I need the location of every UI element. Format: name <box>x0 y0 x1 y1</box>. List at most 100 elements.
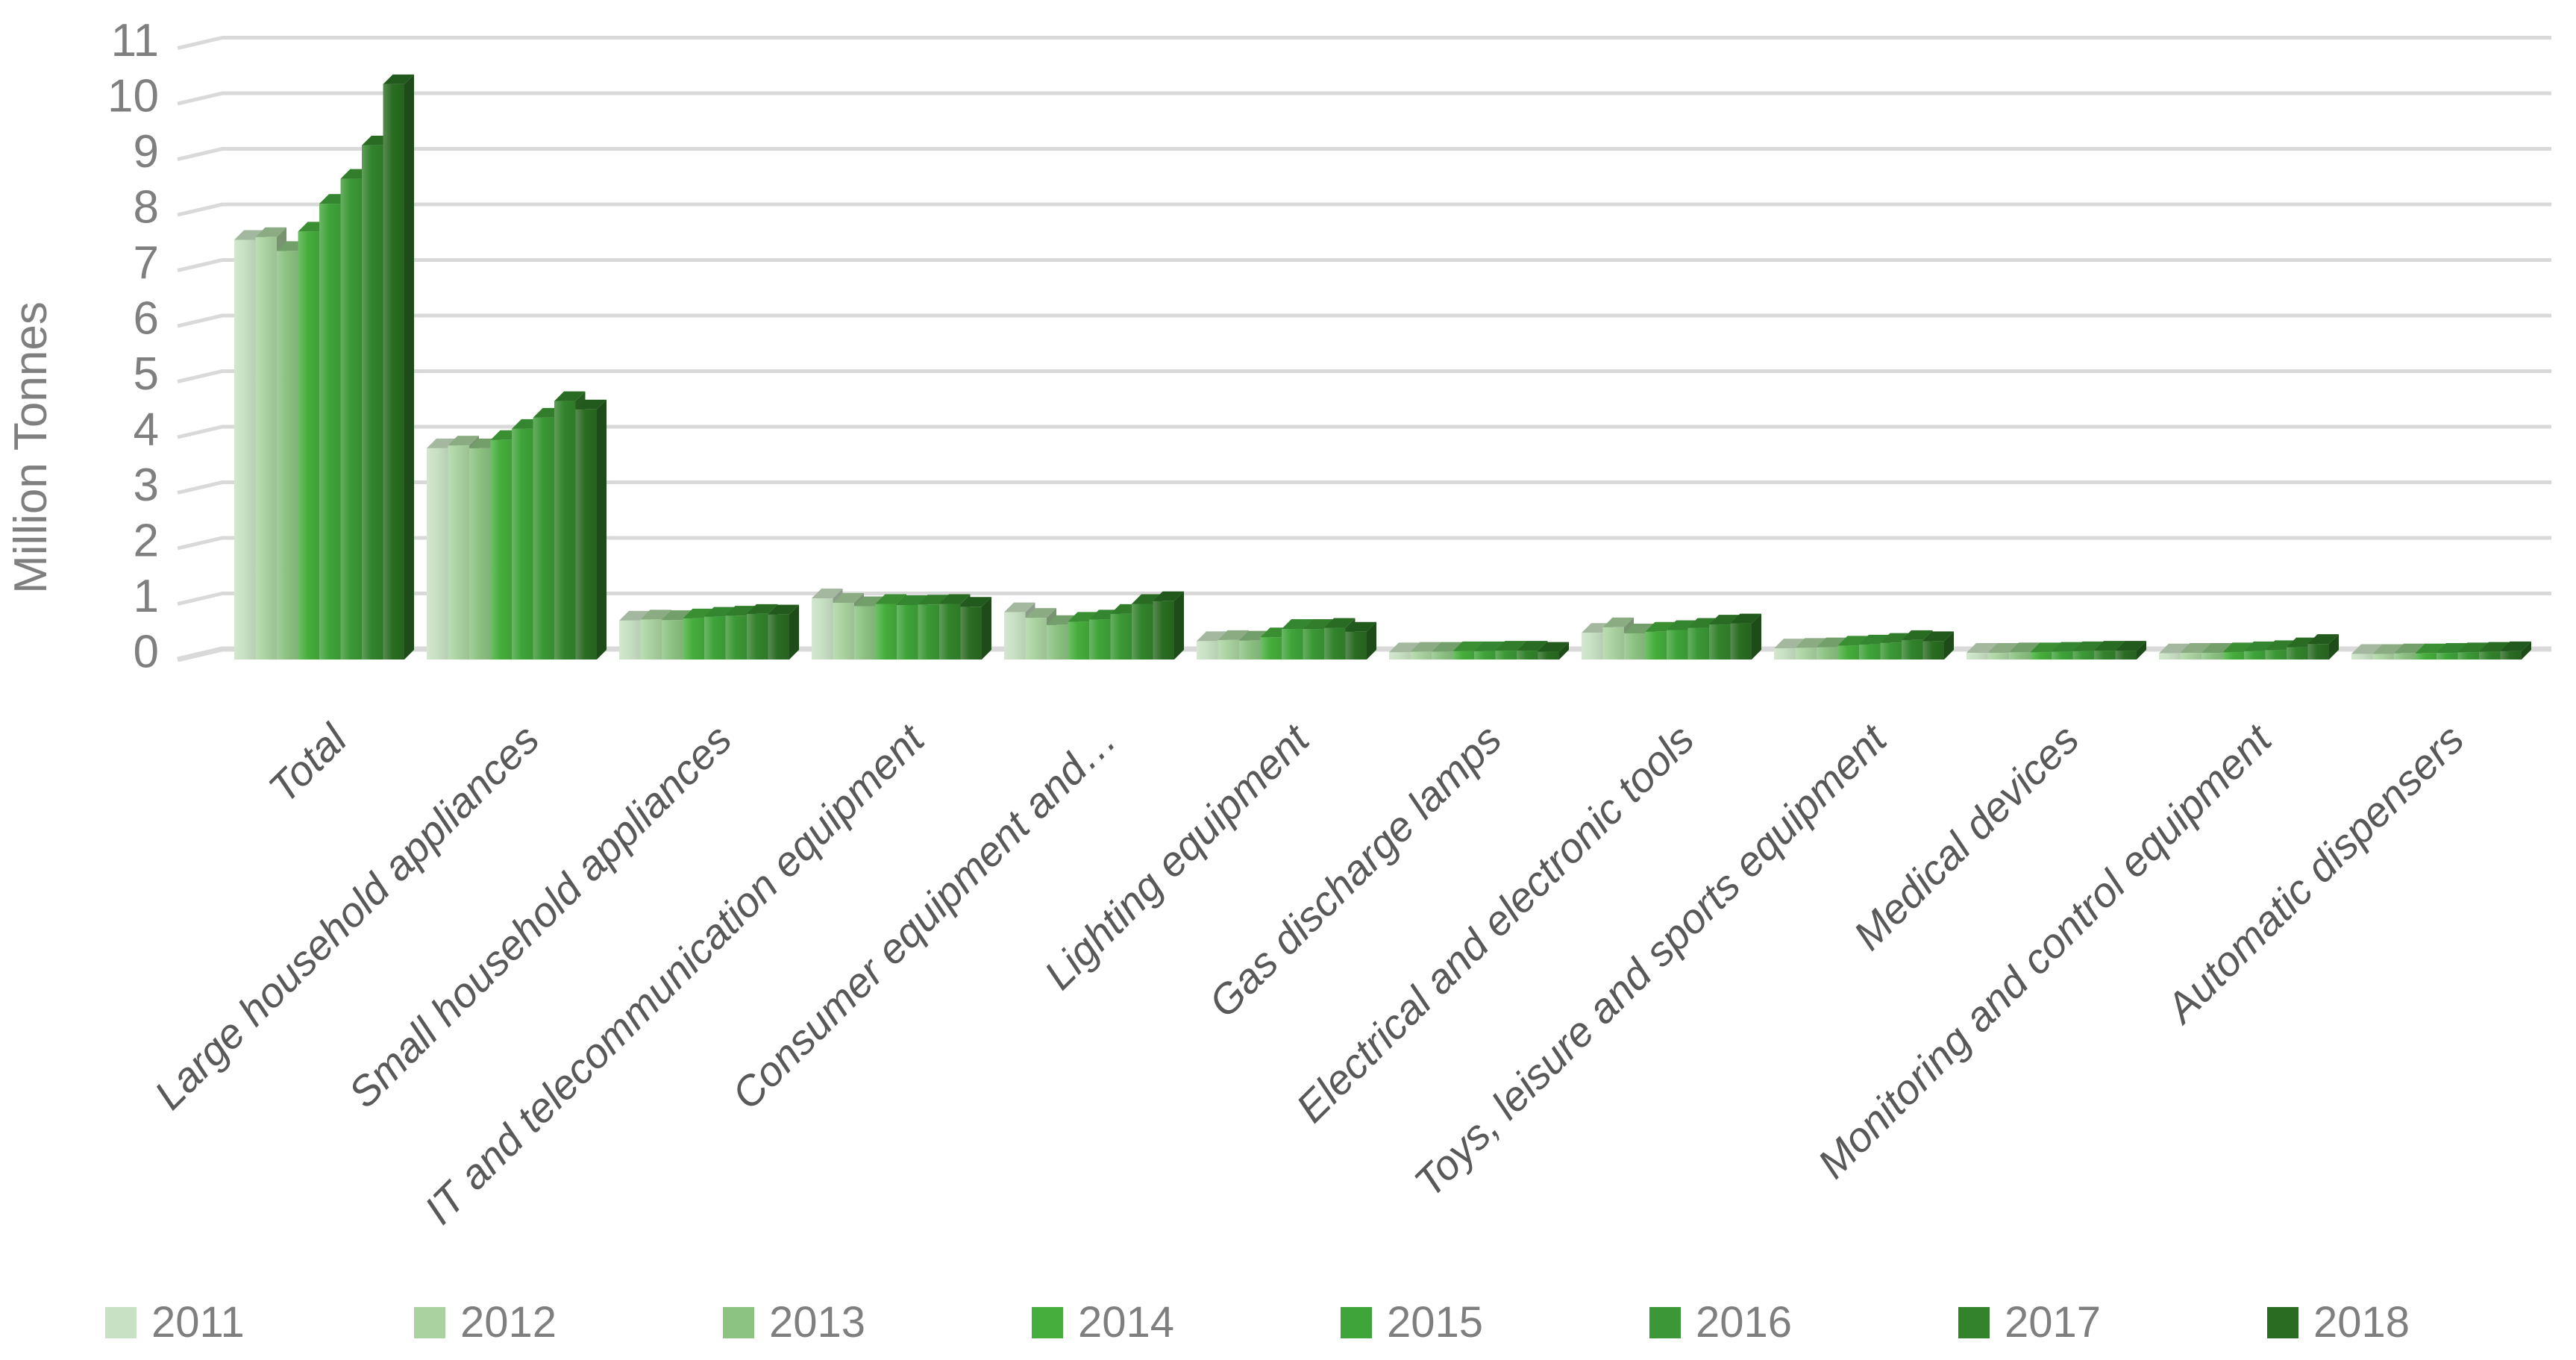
bar-top-face <box>1410 642 1441 652</box>
legend-swatch <box>105 1307 137 1338</box>
bar-top-face <box>640 610 671 620</box>
gridline <box>177 313 2551 328</box>
legend-swatch <box>723 1307 754 1338</box>
bar <box>383 84 404 660</box>
bar <box>1218 639 1239 659</box>
bar <box>1047 624 1068 659</box>
bar <box>2052 651 2073 659</box>
legend-item: 2017 <box>1958 1298 2101 1347</box>
bar-group <box>1774 630 1954 659</box>
bar <box>2030 652 2052 659</box>
legend-swatch <box>1958 1307 1990 1338</box>
bar-side-face <box>982 597 991 659</box>
bar <box>1110 613 1132 659</box>
bar <box>234 239 256 659</box>
bar <box>725 615 747 659</box>
bar <box>490 439 512 659</box>
y-tick-label: 1 <box>134 571 159 622</box>
bar-top-face <box>1538 642 1569 652</box>
gridline <box>177 369 2551 383</box>
gridline <box>177 91 2551 106</box>
bar-side-face <box>2137 641 2146 659</box>
legend-label: 2017 <box>2005 1298 2101 1347</box>
y-tick-label: 9 <box>134 126 159 178</box>
bar <box>2072 651 2094 659</box>
bar-top-face <box>1967 643 1998 654</box>
bar <box>1667 630 1688 659</box>
bar-top-face <box>2009 642 2040 653</box>
x-category-label: Electrical and electronic tools <box>1287 715 1702 1131</box>
bar <box>1197 641 1218 659</box>
bar-top-face <box>1517 641 1548 651</box>
bar <box>875 604 897 659</box>
legend-label: 2016 <box>1696 1298 1792 1347</box>
bar-side-face <box>404 74 414 660</box>
bar-group <box>1389 641 1569 659</box>
bar-side-face <box>597 399 607 659</box>
bar-top-face <box>2394 643 2425 654</box>
bar-top-face <box>1153 591 1184 601</box>
bar <box>2479 651 2501 659</box>
bar <box>1132 604 1153 659</box>
bar <box>662 620 683 659</box>
y-tick-label: 4 <box>134 404 159 455</box>
bar-groups <box>234 74 2531 660</box>
y-tick-label: 2 <box>134 515 159 566</box>
legend-label: 2012 <box>460 1298 557 1347</box>
bar <box>2351 654 2373 659</box>
bar <box>960 607 982 659</box>
bar-top-face <box>747 604 778 614</box>
x-category-label: Large household appliances <box>145 715 548 1118</box>
bar-top-face <box>875 594 906 604</box>
bar-group <box>1004 591 1184 659</box>
bar-side-face <box>789 604 799 659</box>
bar <box>1004 612 1026 659</box>
bar-side-face <box>2329 634 2339 659</box>
legend-swatch <box>2267 1307 2298 1338</box>
bar <box>469 448 491 659</box>
gridline <box>177 424 2551 439</box>
legend: 2011 2012 2013 2014 2015 2016 2017 2018 <box>105 1298 2410 1347</box>
bar <box>448 445 469 659</box>
bar-group <box>427 391 607 659</box>
bar <box>2180 653 2201 659</box>
bar <box>619 620 641 659</box>
bar <box>1025 618 1047 659</box>
bar <box>2394 653 2416 659</box>
legend-item: 2014 <box>1032 1298 1174 1347</box>
bar <box>1602 627 1624 659</box>
bar-top-face <box>1902 630 1933 640</box>
bar <box>298 231 319 660</box>
bar <box>575 409 597 659</box>
bar-top-face <box>1282 619 1313 630</box>
bar <box>1089 619 1111 659</box>
bar <box>1774 648 1796 659</box>
bar <box>2244 651 2266 659</box>
bar <box>319 204 341 660</box>
legend-swatch <box>1032 1307 1063 1338</box>
bar-top-face <box>1004 602 1035 612</box>
bar <box>427 448 448 659</box>
bar <box>2372 654 2394 659</box>
bar-top-face <box>448 436 479 446</box>
bar <box>1837 645 1859 659</box>
bar <box>1410 651 1432 659</box>
bar <box>1452 651 1474 659</box>
bar <box>1709 624 1731 659</box>
bar <box>533 417 554 659</box>
bar-group <box>1582 613 1761 659</box>
bar <box>1538 651 1559 659</box>
bar <box>554 401 576 659</box>
bar <box>683 618 704 659</box>
y-tick-label: 11 <box>111 15 159 66</box>
bar <box>1068 621 1089 659</box>
bar-top-face <box>2180 643 2211 654</box>
y-tick-label: 6 <box>134 292 159 344</box>
bar-side-face <box>1944 631 1954 659</box>
bar-side-face <box>2522 641 2531 659</box>
gridline <box>177 592 2551 606</box>
bar <box>340 178 362 659</box>
bar <box>2457 652 2479 659</box>
